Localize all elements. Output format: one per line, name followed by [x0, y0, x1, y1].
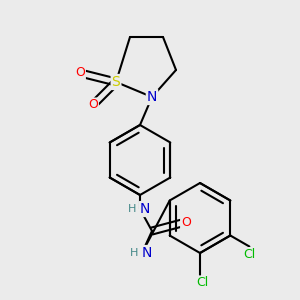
Text: N: N	[142, 246, 152, 260]
Text: O: O	[75, 67, 85, 80]
Text: N: N	[140, 202, 150, 216]
Text: N: N	[147, 90, 157, 104]
Text: Cl: Cl	[196, 277, 208, 290]
Text: O: O	[88, 98, 98, 112]
Text: O: O	[181, 217, 191, 230]
Text: Cl: Cl	[243, 248, 256, 261]
Text: S: S	[112, 75, 120, 89]
Text: H: H	[130, 248, 138, 258]
Text: H: H	[128, 204, 136, 214]
